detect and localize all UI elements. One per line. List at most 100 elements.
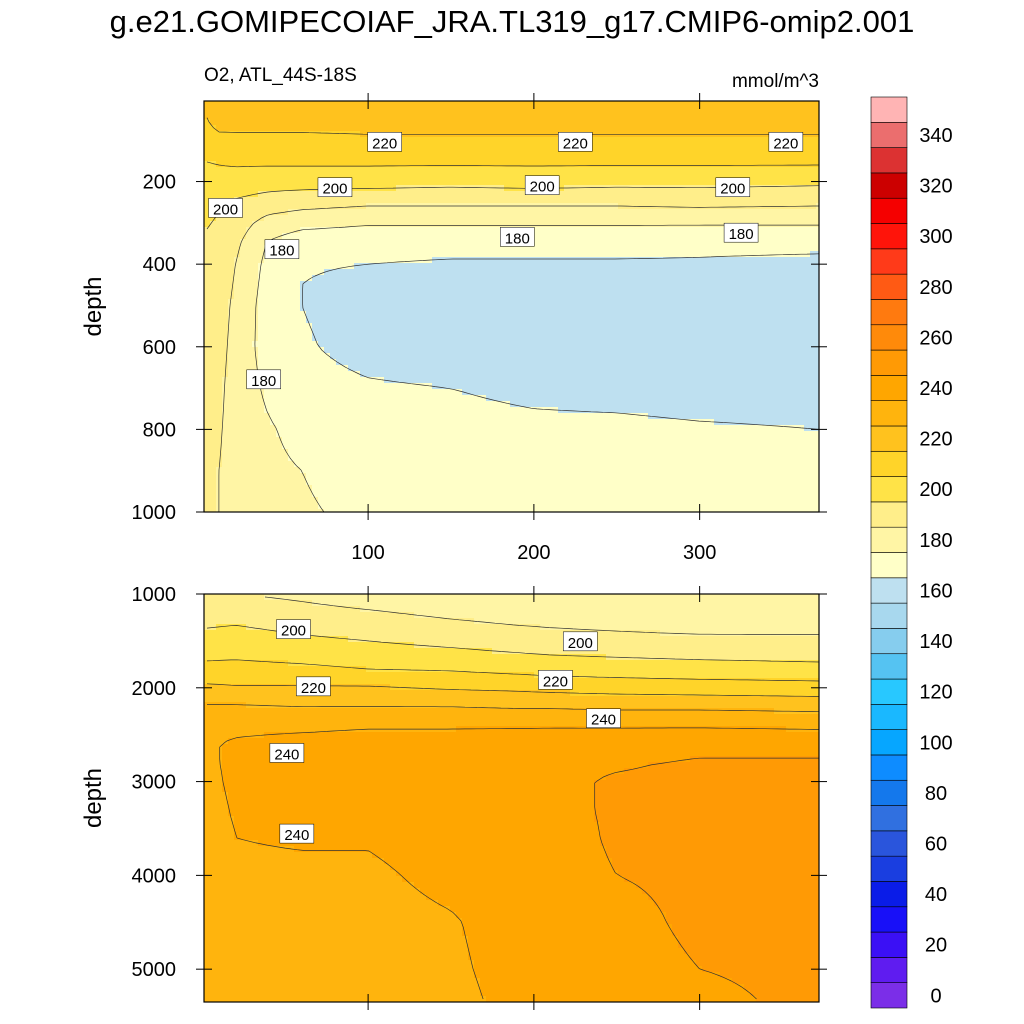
colorbar: 0 20 40 60 80 100 120 140 160 180 200 220 240 260 280 3…: [870, 96, 953, 1009]
colorbar-swatch: [870, 476, 908, 503]
colorbar-label: 260: [919, 327, 952, 349]
colorbar-swatch: [870, 602, 908, 629]
contour-label-text: 180: [729, 226, 754, 243]
colorbar-swatch: [870, 577, 908, 604]
contour-label: 180: [264, 239, 300, 260]
upper-panel: 220 220 220 200 200 200 200 180 180 180 180 100 200 3…: [80, 65, 827, 564]
contour-lines: [206, 596, 819, 1000]
colorbar-label: 300: [919, 226, 952, 248]
contour-line-220: [206, 117, 819, 135]
colorbar-label: 320: [919, 176, 952, 198]
contour-label-text: 200: [213, 201, 238, 218]
left-subtitle: O2, ATL_44S-18S: [204, 65, 357, 86]
contour-lines: [206, 117, 819, 512]
axis-ticks: [196, 586, 827, 1010]
colorbar-swatch: [870, 501, 908, 528]
contour-label-text: 220: [543, 673, 568, 690]
contour-line-170: [302, 253, 819, 430]
colorbar-label: 0: [930, 985, 941, 1007]
y-tick-label: 4000: [132, 865, 177, 887]
contour-label: 180: [500, 227, 535, 247]
colorbar-swatch: [870, 982, 908, 1009]
colorbar-label: 200: [919, 479, 952, 501]
contour-line-190: [218, 205, 819, 512]
colorbar-swatch: [870, 704, 908, 730]
contour-label: 180: [246, 369, 281, 390]
colorbar-swatch: [870, 400, 908, 427]
colorbar-swatch: [870, 805, 908, 832]
y-tick-label: 200: [143, 172, 176, 194]
colorbar-label: 140: [919, 631, 952, 653]
colorbar-label: 80: [925, 783, 947, 805]
contour-label-text: 180: [269, 243, 294, 260]
contour-label-text: 220: [563, 135, 588, 152]
colorbar-swatch: [870, 678, 908, 705]
colorbar-swatch: [870, 122, 908, 148]
contour-fill: [204, 594, 819, 1002]
contour-line-210: [206, 161, 819, 168]
contour-line-220: [206, 683, 819, 697]
colorbar-swatch: [870, 653, 908, 680]
colorbar-swatch: [870, 349, 908, 376]
x-tick-label: 100: [351, 542, 384, 564]
plot-frame: [203, 100, 820, 513]
contour-line-250: [594, 757, 819, 1000]
axis-ticks: [196, 93, 827, 520]
x-tick-label: 200: [517, 542, 550, 564]
colorbar-label: 180: [919, 530, 952, 552]
colorbar-swatch: [870, 957, 908, 983]
colorbar-swatch: [870, 552, 908, 579]
contour-label: 220: [768, 132, 804, 152]
contour-fill: [204, 101, 819, 512]
colorbar-swatch: [870, 855, 908, 882]
y-tick-label: 1000: [132, 584, 177, 606]
contour-label: 220: [367, 132, 402, 152]
contour-label-text: 220: [773, 135, 798, 152]
y-tick-label: 5000: [132, 959, 177, 981]
plot-frame: [203, 593, 820, 1003]
y-tick-label: 2000: [132, 678, 177, 700]
contour-label-text: 220: [372, 135, 397, 152]
contour-label: 200: [317, 177, 353, 198]
contour-line-200: [206, 625, 819, 663]
contour-label-text: 180: [251, 373, 276, 390]
contour-label-text: 220: [301, 680, 326, 697]
colorbar-swatch: [870, 172, 908, 199]
colorbar-swatch: [870, 931, 908, 958]
colorbar-swatch: [870, 906, 908, 933]
contour-label: 200: [563, 631, 598, 652]
contour-label-text: 240: [274, 746, 299, 763]
colorbar-swatch: [870, 248, 908, 275]
colorbar-label: 240: [919, 378, 952, 400]
colorbar-swatch: [870, 324, 908, 351]
contour-label: 240: [279, 823, 315, 844]
colorbar-label: 280: [919, 277, 952, 299]
colorbar-swatch: [870, 450, 908, 477]
contour-label: 200: [276, 619, 311, 640]
contour-label: 200: [715, 177, 751, 198]
contour-label-text: 200: [568, 635, 593, 652]
y-tick-label: 600: [143, 337, 176, 359]
y-axis-label: depth: [80, 768, 107, 828]
colorbar-swatch: [870, 779, 908, 806]
colorbar-label: 20: [925, 935, 947, 957]
contour-label-text: 200: [281, 623, 306, 640]
colorbar-swatch: [870, 526, 908, 553]
contour-label-text: 180: [505, 230, 530, 247]
contour-label-text: 200: [322, 181, 347, 198]
x-tick-label: 300: [683, 542, 716, 564]
contour-line-240: [219, 727, 819, 1000]
colorbar-swatch: [870, 628, 908, 655]
y-tick-label: 1000: [132, 502, 177, 524]
y-axis-label: depth: [80, 276, 107, 336]
contour-label: 180: [723, 222, 759, 243]
contour-label: 200: [524, 175, 560, 196]
colorbar-label: 340: [919, 125, 952, 147]
colorbar-label: 120: [919, 682, 952, 704]
colorbar-swatch: [870, 830, 908, 857]
contour-label-text: 240: [284, 827, 309, 844]
contour-label-text: 200: [720, 181, 745, 198]
colorbar-swatch: [870, 754, 908, 781]
contour-label: 220: [538, 670, 573, 690]
